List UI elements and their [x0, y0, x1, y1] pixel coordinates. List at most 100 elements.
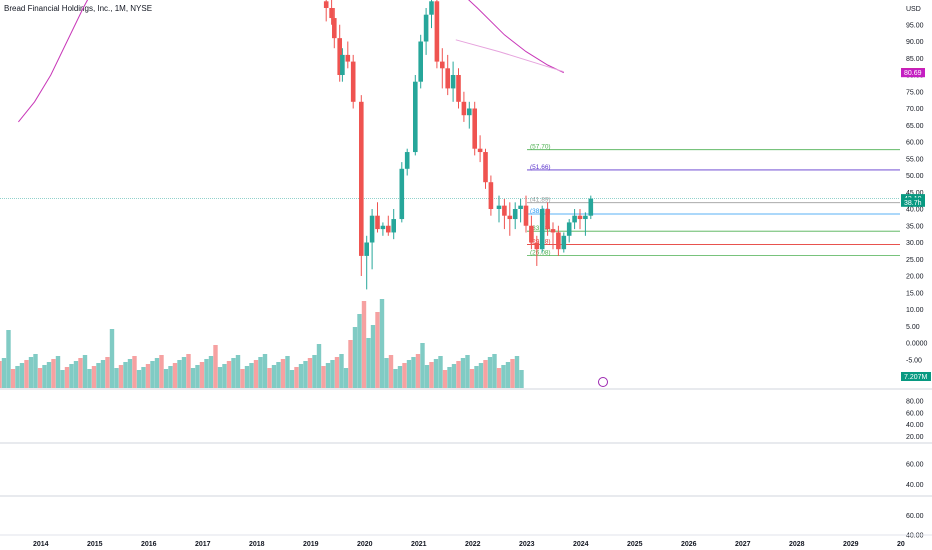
volume-bar	[447, 367, 452, 388]
price-tick-label: 40.00	[906, 207, 924, 214]
price-tick-label: 85.00	[906, 56, 924, 63]
candle-body	[539, 209, 545, 250]
volume-bar	[276, 362, 281, 388]
candle-body	[477, 148, 483, 153]
price-tick-label: 55.00	[906, 156, 924, 163]
events-icon[interactable]	[598, 377, 608, 387]
candle-body	[483, 152, 488, 183]
volume-bar	[46, 362, 52, 388]
volume-bar	[159, 355, 164, 388]
volume-bar	[42, 365, 47, 388]
volume-bar	[231, 358, 236, 388]
pane-tick-label: 40.00	[906, 422, 924, 429]
price-tick-label: 50.00	[906, 173, 924, 180]
x-tick-label: 2027	[735, 541, 751, 548]
x-tick-label: 2017	[195, 541, 211, 548]
candle-body	[369, 215, 375, 243]
candle-body	[391, 219, 396, 233]
currency-label: USD	[906, 6, 921, 13]
price-tick-label: 5.00	[906, 324, 920, 331]
candle-body	[550, 229, 556, 233]
moving-average-line	[18, 0, 89, 123]
moving-average-line-faint	[455, 39, 564, 73]
volume-bar	[271, 365, 277, 388]
candle-body	[340, 54, 345, 75]
volume-bar	[132, 356, 137, 388]
volume-bar	[60, 370, 65, 388]
x-tick-label: 2023	[519, 541, 535, 548]
volume-bar	[172, 363, 178, 388]
volume-bar	[195, 365, 200, 388]
pane-tick-label: 40.00	[906, 482, 924, 489]
candle-body	[413, 81, 418, 153]
price-tick-label: 75.00	[906, 89, 924, 96]
volume-bar	[352, 327, 358, 388]
volume-bar	[208, 356, 214, 388]
fib-level-label: (26.08)	[530, 250, 551, 257]
candle-body	[429, 1, 434, 15]
volume-bar	[118, 365, 124, 388]
volume-bar	[366, 338, 371, 388]
volume-bar	[370, 325, 376, 388]
x-tick-label: 2022	[465, 541, 481, 548]
volume-bar	[249, 363, 254, 388]
volume-bar	[433, 359, 439, 388]
volume-bar	[285, 356, 290, 388]
volume-bar	[339, 354, 344, 388]
candle-body	[418, 41, 423, 82]
fib-level-label: (41.89)	[530, 197, 551, 204]
candle-body	[359, 101, 364, 256]
volume-bar	[424, 365, 430, 388]
volume-bar	[514, 356, 520, 388]
volume-bar	[69, 364, 74, 388]
price-tick-label: 30.00	[906, 240, 924, 247]
x-tick-label: 2024	[573, 541, 589, 548]
volume-bar	[442, 370, 448, 388]
candle-body	[472, 108, 477, 149]
x-tick-label: 2021	[411, 541, 427, 548]
volume-bar	[15, 366, 20, 388]
volume-bar	[10, 369, 16, 388]
candle-body	[561, 235, 567, 250]
candle-body	[566, 222, 572, 236]
volume-bar	[393, 369, 398, 388]
x-tick-label: 20	[897, 541, 905, 548]
volume-bar	[141, 367, 146, 388]
volume-bar	[199, 362, 205, 388]
volume-bar	[456, 361, 461, 388]
candle-body	[502, 205, 507, 216]
volume-bar	[415, 354, 421, 388]
volume-bar	[303, 361, 308, 388]
volume-bar	[0, 361, 2, 388]
volume-bar	[325, 363, 331, 388]
volume-bar	[388, 355, 394, 388]
candle-body	[386, 225, 391, 233]
candle-body	[545, 209, 550, 230]
price-tick-label: 45.00	[906, 190, 924, 197]
volume-bar	[375, 312, 380, 388]
volume-bar	[330, 360, 335, 388]
pane-tick-label: 60.00	[906, 513, 924, 520]
price-tag-box	[901, 68, 925, 78]
volume-bar	[24, 360, 29, 388]
volume-bar	[258, 357, 263, 388]
candle-body	[450, 75, 456, 89]
volume-bar	[316, 344, 322, 388]
x-tick-label: 2028	[789, 541, 805, 548]
candle-body	[323, 1, 329, 8]
volume-bar	[190, 368, 196, 388]
price-tag-label: 80.69	[904, 70, 922, 77]
volume-bar	[114, 368, 119, 388]
volume-bar	[438, 356, 443, 388]
volume-bar	[37, 368, 43, 388]
volume-bar	[6, 330, 11, 388]
x-tick-label: 2020	[357, 541, 373, 548]
volume-bar	[505, 362, 511, 388]
price-tick-label: 90.00	[906, 39, 924, 46]
volume-bar	[474, 366, 479, 388]
volume-bar	[501, 365, 506, 388]
volume-bar	[226, 361, 232, 388]
volume-bar	[150, 361, 155, 388]
price-tick-label: 0.0000	[906, 341, 928, 348]
